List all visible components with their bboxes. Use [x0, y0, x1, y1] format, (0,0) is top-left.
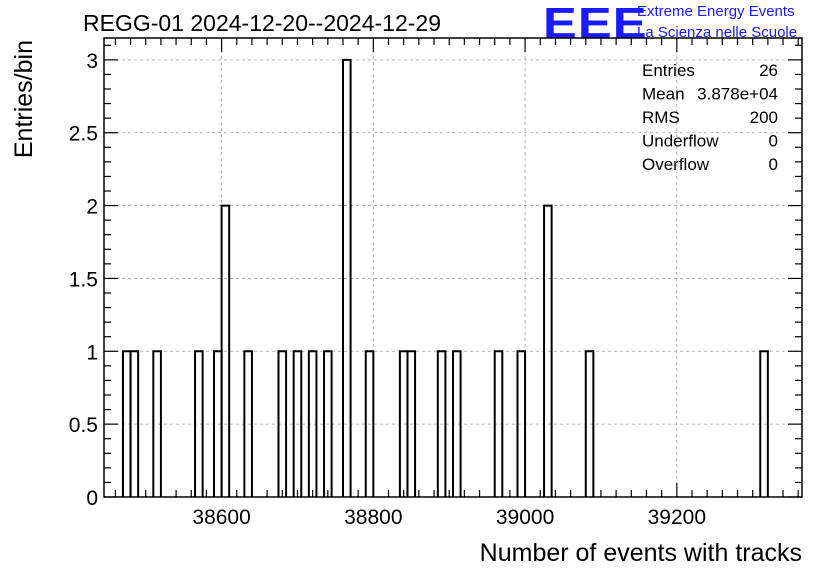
histogram-bars [121, 58, 769, 497]
stats-label: Entries [642, 61, 695, 80]
stats-value: 0 [769, 132, 778, 151]
histogram-bin [543, 204, 553, 497]
stats-value: 3.878e+04 [697, 85, 778, 104]
stats-value: 26 [759, 61, 778, 80]
y-tick-label: 1 [86, 341, 98, 364]
x-axis-label: Number of events with tracks [480, 539, 802, 567]
y-axis-label: Entries/bin [10, 40, 38, 158]
histogram-bin [292, 350, 303, 497]
x-tick-label: 38600 [192, 506, 250, 529]
histogram-bin [584, 350, 595, 497]
stats-value: 0 [769, 155, 778, 174]
stats-label: Underflow [642, 132, 719, 151]
eee-logo: EEE [543, 0, 648, 48]
stats-box: Entries 26 Mean 3.878e+04 RMS 200 Underflow 0 Ov… [642, 61, 778, 174]
histogram-bin [493, 350, 504, 497]
histogram-bin [436, 350, 447, 497]
tick-labels: 38600 38800 39000 39200 0 0.5 1 1.5 2 2.5 3 [69, 50, 706, 529]
logo-text-line2: La Scienza nelle Scuole [637, 24, 798, 41]
histogram-bin [364, 350, 375, 497]
plot-frame [103, 37, 803, 498]
y-tick-label: 0.5 [69, 414, 98, 437]
histogram-bin [406, 350, 417, 497]
histogram-bin [129, 350, 140, 497]
histogram-bin [452, 350, 462, 497]
y-tick-label: 0 [86, 487, 98, 510]
histogram-bin [323, 350, 333, 497]
axis-ticks [104, 38, 802, 498]
y-tick-label: 3 [86, 50, 98, 73]
stats-label: Overflow [642, 155, 710, 174]
y-tick-label: 2.5 [69, 123, 98, 146]
x-tick-label: 38800 [344, 506, 402, 529]
page-title: REGG-01 2024-12-20--2024-12-29 [83, 10, 441, 36]
logo-text-line1: Extreme Energy Events [637, 3, 795, 20]
histogram-bin [220, 204, 231, 497]
histogram-bin [759, 350, 769, 497]
histogram-bin [243, 350, 253, 497]
x-tick-label: 39200 [648, 506, 706, 529]
x-tick-label: 39000 [496, 506, 554, 529]
stats-value: 200 [750, 108, 778, 127]
stats-label: Mean [642, 85, 685, 104]
histogram-bin [516, 350, 527, 497]
histogram-bin [152, 350, 162, 497]
y-tick-label: 2 [86, 196, 98, 219]
histogram-bin [307, 350, 318, 497]
histogram-bin [277, 350, 288, 497]
stats-label: RMS [642, 108, 680, 127]
histogram-bin [341, 58, 352, 497]
y-tick-label: 1.5 [69, 268, 98, 291]
histogram-bin [194, 350, 204, 497]
